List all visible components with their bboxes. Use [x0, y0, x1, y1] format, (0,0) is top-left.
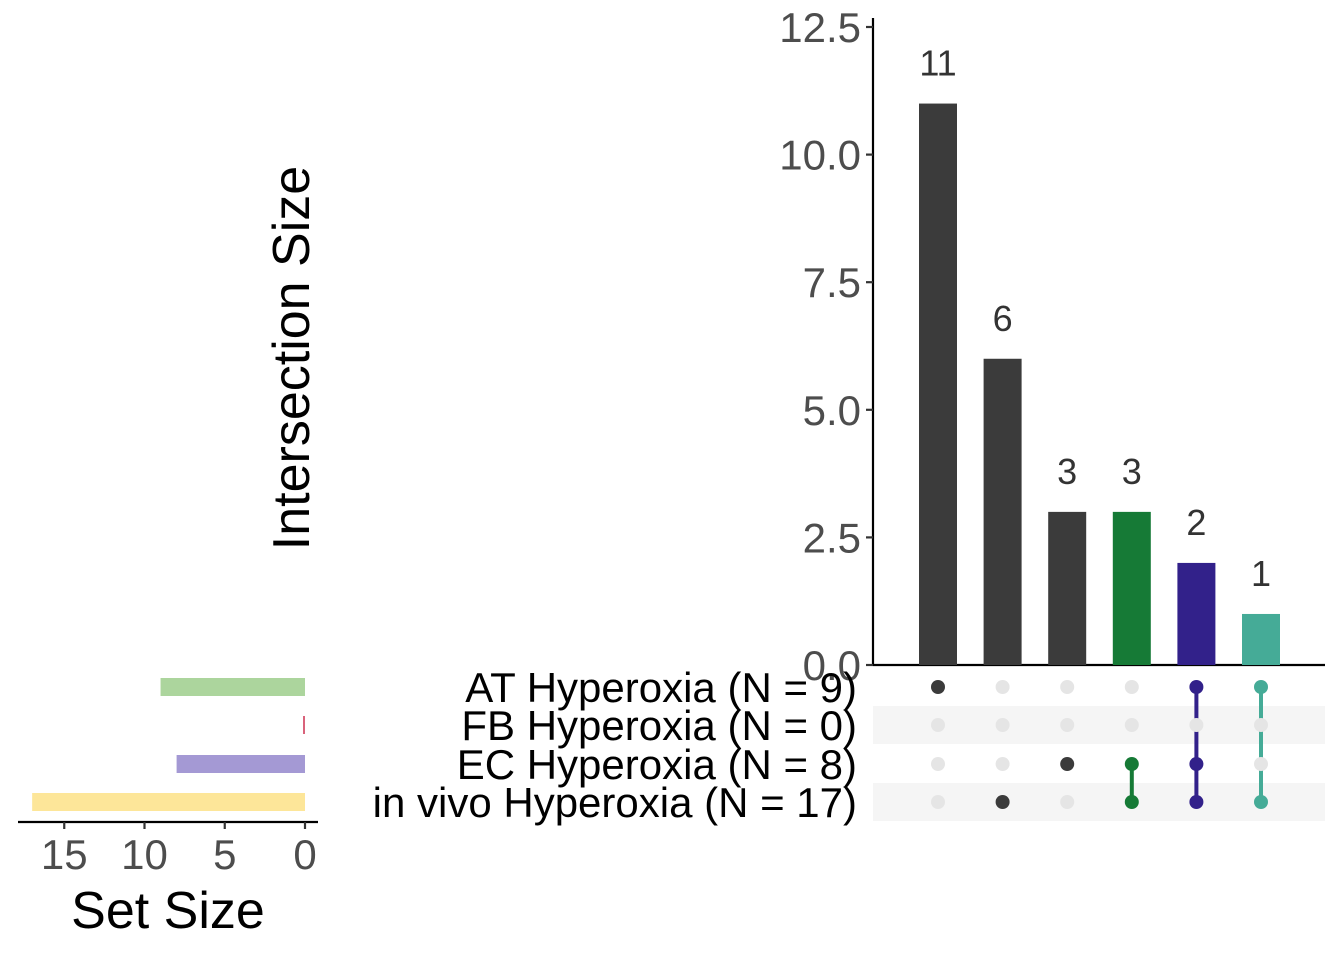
matrix-dot-inactive — [995, 680, 1010, 694]
set-size-bar — [160, 678, 305, 696]
matrix-dot-inactive — [1254, 718, 1268, 732]
matrix-dot-inactive — [1189, 718, 1204, 732]
matrix-dot-inactive — [1060, 795, 1075, 809]
intersection-matrix — [931, 680, 1268, 809]
matrix-dot-active — [1124, 795, 1139, 809]
matrix-dot-inactive — [1060, 718, 1075, 732]
bar-value-label: 3 — [1122, 451, 1142, 492]
intersection-bar — [919, 103, 957, 665]
set-label: in vivo Hyperoxia (N = 17) — [373, 779, 857, 826]
set-size-bar — [176, 755, 305, 773]
matrix-dot-active — [931, 680, 945, 694]
intersection-bar — [1048, 511, 1087, 665]
matrix-dot-active — [1124, 757, 1139, 771]
bar-value-label: 2 — [1186, 502, 1206, 543]
set-size-axis: 15 10 5 0 — [18, 820, 318, 878]
matrix-dot-inactive — [931, 795, 945, 809]
matrix-dot-inactive — [931, 757, 945, 771]
bar-value-label: 3 — [1057, 451, 1077, 492]
matrix-dot-inactive — [931, 718, 945, 732]
intersection-bar — [1112, 511, 1151, 665]
set-size-tick-label: 5 — [213, 831, 236, 878]
matrix-dot-inactive — [995, 718, 1010, 732]
y-tick-label: 2.5 — [803, 514, 861, 561]
matrix-dot-inactive — [1124, 680, 1139, 694]
matrix-dot-active — [1254, 795, 1268, 809]
matrix-dot-active — [1189, 757, 1204, 771]
y-tick-label: 12.5 — [779, 4, 861, 51]
set-size-tick-label: 15 — [41, 831, 88, 878]
bar-value-label: 11 — [919, 43, 956, 84]
set-label: FB Hyperoxia (N = 0) — [461, 702, 857, 749]
set-label: AT Hyperoxia (N = 9) — [465, 664, 857, 711]
bar-value-label: 1 — [1251, 553, 1271, 594]
matrix-dot-inactive — [1060, 680, 1075, 694]
set-size-bars — [32, 678, 306, 811]
matrix-stripes — [873, 706, 1325, 821]
intersection-bar — [1177, 562, 1216, 665]
matrix-dot-inactive — [995, 757, 1010, 771]
matrix-stripe — [873, 706, 1325, 744]
set-labels: AT Hyperoxia (N = 9)FB Hyperoxia (N = 0)… — [373, 664, 857, 826]
intersection-size-axis: 0.0 2.5 5.0 7.5 10.0 12.5 — [779, 4, 1325, 689]
matrix-dot-active — [1189, 680, 1204, 694]
y-axis-title: Intersection Size — [263, 166, 321, 550]
intersection-bar — [1242, 613, 1280, 665]
set-size-bar — [303, 716, 305, 734]
set-label: EC Hyperoxia (N = 8) — [457, 741, 857, 788]
matrix-dot-active — [1189, 795, 1204, 809]
set-size-axis-title: Set Size — [71, 882, 265, 940]
intersection-bars: 11 6 3 3 2 1 — [919, 43, 1280, 665]
y-tick-label: 7.5 — [803, 259, 861, 306]
y-tick-label: 5.0 — [803, 387, 861, 434]
matrix-dot-active — [1254, 680, 1268, 694]
intersection-bar — [983, 358, 1022, 665]
set-size-bar — [32, 793, 306, 811]
set-size-tick-label: 10 — [121, 831, 168, 878]
matrix-dot-active — [995, 795, 1010, 809]
bar-value-label: 6 — [993, 298, 1013, 339]
set-size-tick-label: 0 — [293, 831, 316, 878]
y-tick-label: 0.0 — [803, 642, 861, 689]
matrix-stripe — [873, 783, 1325, 821]
y-tick-label: 10.0 — [779, 132, 861, 179]
matrix-dot-inactive — [1254, 757, 1268, 771]
matrix-dot-active — [1060, 757, 1075, 771]
matrix-dot-inactive — [1124, 718, 1139, 732]
